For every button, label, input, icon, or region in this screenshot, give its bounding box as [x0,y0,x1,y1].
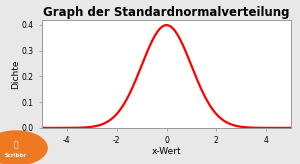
X-axis label: x-Wert: x-Wert [152,147,181,156]
Text: Ⓢ: Ⓢ [14,140,18,149]
Text: Scribbr: Scribbr [5,153,27,158]
Title: Graph der Standardnormalverteilung: Graph der Standardnormalverteilung [43,6,290,19]
Y-axis label: Dichte: Dichte [11,59,20,89]
